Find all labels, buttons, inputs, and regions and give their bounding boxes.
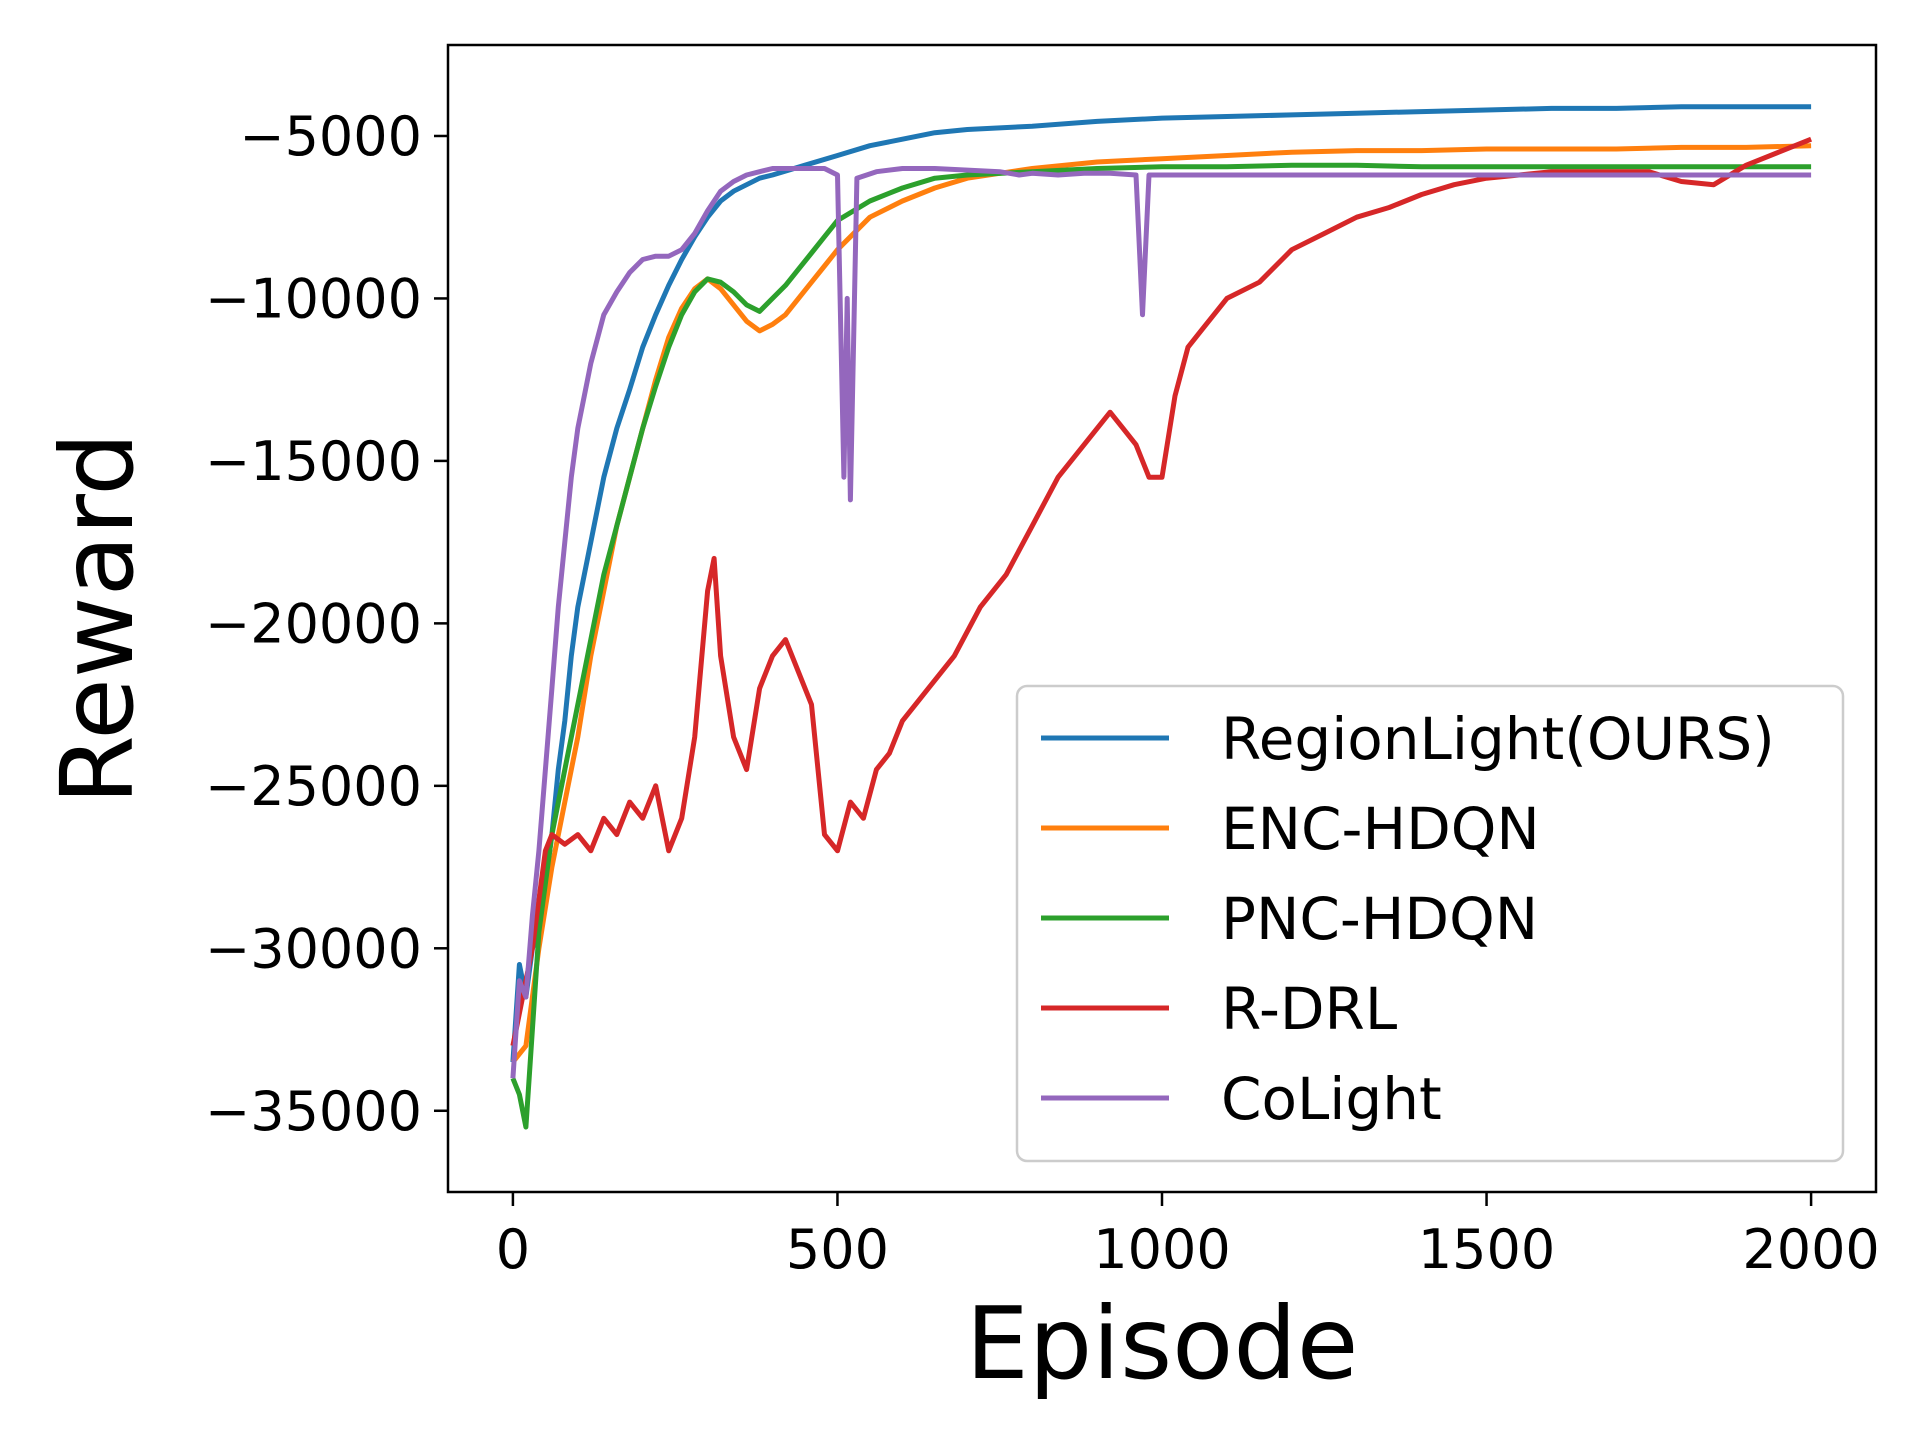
legend-box — [1015, 684, 1845, 1163]
series-line-1 — [510, 104, 1812, 1063]
series-line-4 — [510, 136, 1813, 1047]
y-tick-label: −10000 — [205, 267, 422, 330]
y-tick-label: −25000 — [205, 755, 422, 818]
x-axis-label: Episode — [966, 1285, 1359, 1402]
y-tick-label: −15000 — [205, 430, 422, 493]
y-axis-ticks: −5000 −10000 −15000 −20000 −25000 −30000 −3500… — [205, 105, 448, 1143]
y-tick-label: −30000 — [205, 917, 422, 980]
x-axis-ticks: 0 500 1000 1500 2000 — [496, 1192, 1880, 1281]
x-tick-label: 1500 — [1418, 1218, 1555, 1281]
legend-label-3: PNC-HDQN — [1221, 885, 1538, 953]
legend-label-1: RegionLight(OURS) — [1221, 705, 1775, 773]
x-tick-label: 0 — [496, 1218, 530, 1281]
x-tick-label: 2000 — [1742, 1218, 1879, 1281]
series-line-2 — [510, 143, 1812, 1064]
y-tick-label: −35000 — [205, 1080, 422, 1143]
series-line-5 — [510, 166, 1812, 1079]
legend-label-5: CoLight — [1221, 1065, 1442, 1133]
legend-label-2: ENC-HDQN — [1221, 795, 1540, 863]
y-axis-label: Reward — [39, 432, 156, 804]
x-tick-label: 1000 — [1093, 1218, 1230, 1281]
series-line-3 — [510, 162, 1812, 1130]
x-tick-label: 500 — [786, 1218, 889, 1281]
legend: RegionLight(OURS) ENC-HDQN PNC-HDQN R-DRL Co… — [1015, 684, 1845, 1163]
y-tick-label: −5000 — [239, 105, 422, 168]
legend-label-4: R-DRL — [1221, 975, 1397, 1043]
series-layer — [510, 104, 1813, 1130]
y-tick-label: −20000 — [205, 592, 422, 655]
